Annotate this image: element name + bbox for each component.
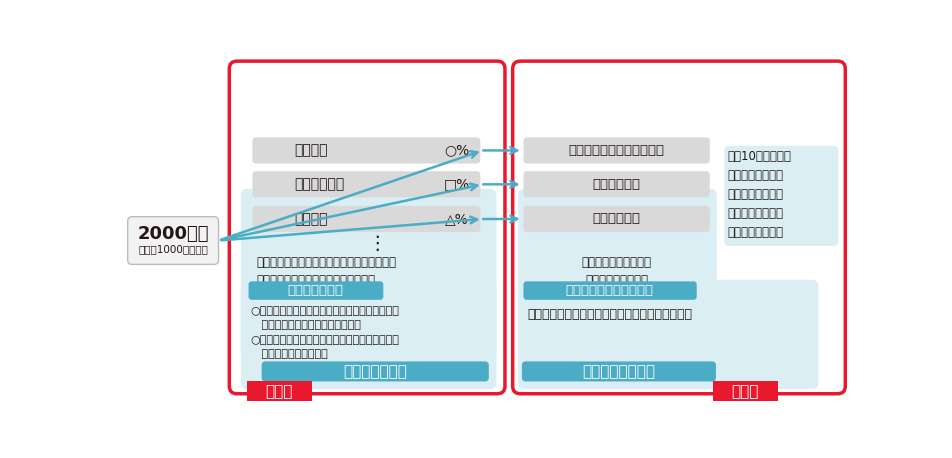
- FancyBboxPatch shape: [262, 361, 488, 382]
- FancyBboxPatch shape: [724, 146, 838, 246]
- Text: 処遇改善加算の対象費用: 処遇改善加算の対象費用: [565, 284, 653, 297]
- Text: 訪問入浴介護: 訪問入浴介護: [294, 177, 345, 191]
- Text: 一定の傾斜の設定等を
検討してはどうか。: 一定の傾斜の設定等を 検討してはどうか。: [581, 256, 651, 287]
- Text: 他の介護職員: 他の介護職員: [592, 178, 640, 191]
- Text: ○%: ○%: [445, 143, 469, 158]
- FancyBboxPatch shape: [523, 171, 709, 197]
- Text: ○さらに、具体的な取組の見える化等を促すこと
   も検討してはどうか。: ○さらに、具体的な取組の見える化等を促すこと も検討してはどうか。: [250, 335, 399, 359]
- Text: ○まずは一定のキャリアパスや研修体制が構築さ
   れていることを求めてはどうか。: ○まずは一定のキャリアパスや研修体制が構築さ れていることを求めてはどうか。: [250, 306, 399, 330]
- Text: 加算の取得要件: 加算の取得要件: [288, 284, 343, 297]
- Polygon shape: [575, 355, 660, 365]
- Bar: [712, 382, 777, 402]
- FancyBboxPatch shape: [518, 280, 818, 389]
- Text: 通所リハ: 通所リハ: [294, 212, 327, 226]
- Text: 引き続き賃金改善に充てることとしてはどうか。: 引き続き賃金改善に充てることとしてはどうか。: [526, 307, 691, 321]
- Text: 勤続10年以上の介
護福祉士を基本と
しつつ、一定柔軟
に運用できるよう
にしてはどうか。: 勤続10年以上の介 護福祉士を基本と しつつ、一定柔軟 に運用できるよう にして…: [726, 150, 790, 240]
- FancyBboxPatch shape: [252, 137, 480, 164]
- FancyBboxPatch shape: [518, 189, 716, 357]
- Polygon shape: [329, 355, 425, 365]
- Text: その他の職種: その他の職種: [592, 213, 640, 225]
- Text: 事業所内での配分: 事業所内での配分: [582, 364, 655, 379]
- FancyBboxPatch shape: [229, 61, 505, 394]
- FancyBboxPatch shape: [241, 280, 496, 389]
- Text: 論点１: 論点１: [266, 384, 292, 399]
- FancyBboxPatch shape: [512, 61, 844, 394]
- FancyBboxPatch shape: [128, 217, 218, 264]
- Text: □%: □%: [444, 177, 470, 191]
- FancyBboxPatch shape: [241, 189, 496, 357]
- Text: △%: △%: [445, 212, 468, 226]
- FancyBboxPatch shape: [252, 206, 480, 232]
- FancyBboxPatch shape: [523, 206, 709, 232]
- Text: 経験・技能のある介護職員が多いサービスが
高く評価されるようにしてはどうか。: 経験・技能のある介護職員が多いサービスが 高く評価されるようにしてはどうか。: [256, 256, 396, 287]
- Text: （公費1000億程度）: （公費1000億程度）: [138, 244, 208, 254]
- Text: 2000億円: 2000億円: [137, 224, 208, 243]
- FancyBboxPatch shape: [523, 281, 696, 300]
- Text: ⋮: ⋮: [367, 234, 387, 253]
- FancyBboxPatch shape: [248, 281, 383, 300]
- Bar: [247, 382, 311, 402]
- FancyBboxPatch shape: [252, 171, 480, 197]
- Text: 論点２: 論点２: [731, 384, 758, 399]
- FancyBboxPatch shape: [522, 361, 715, 382]
- Text: 経験・技能のある介護職員: 経験・技能のある介護職員: [568, 144, 664, 157]
- FancyBboxPatch shape: [523, 137, 709, 164]
- Text: 訪問介護: 訪問介護: [294, 143, 327, 158]
- Text: 各加算率の設定: 各加算率の設定: [344, 364, 407, 379]
